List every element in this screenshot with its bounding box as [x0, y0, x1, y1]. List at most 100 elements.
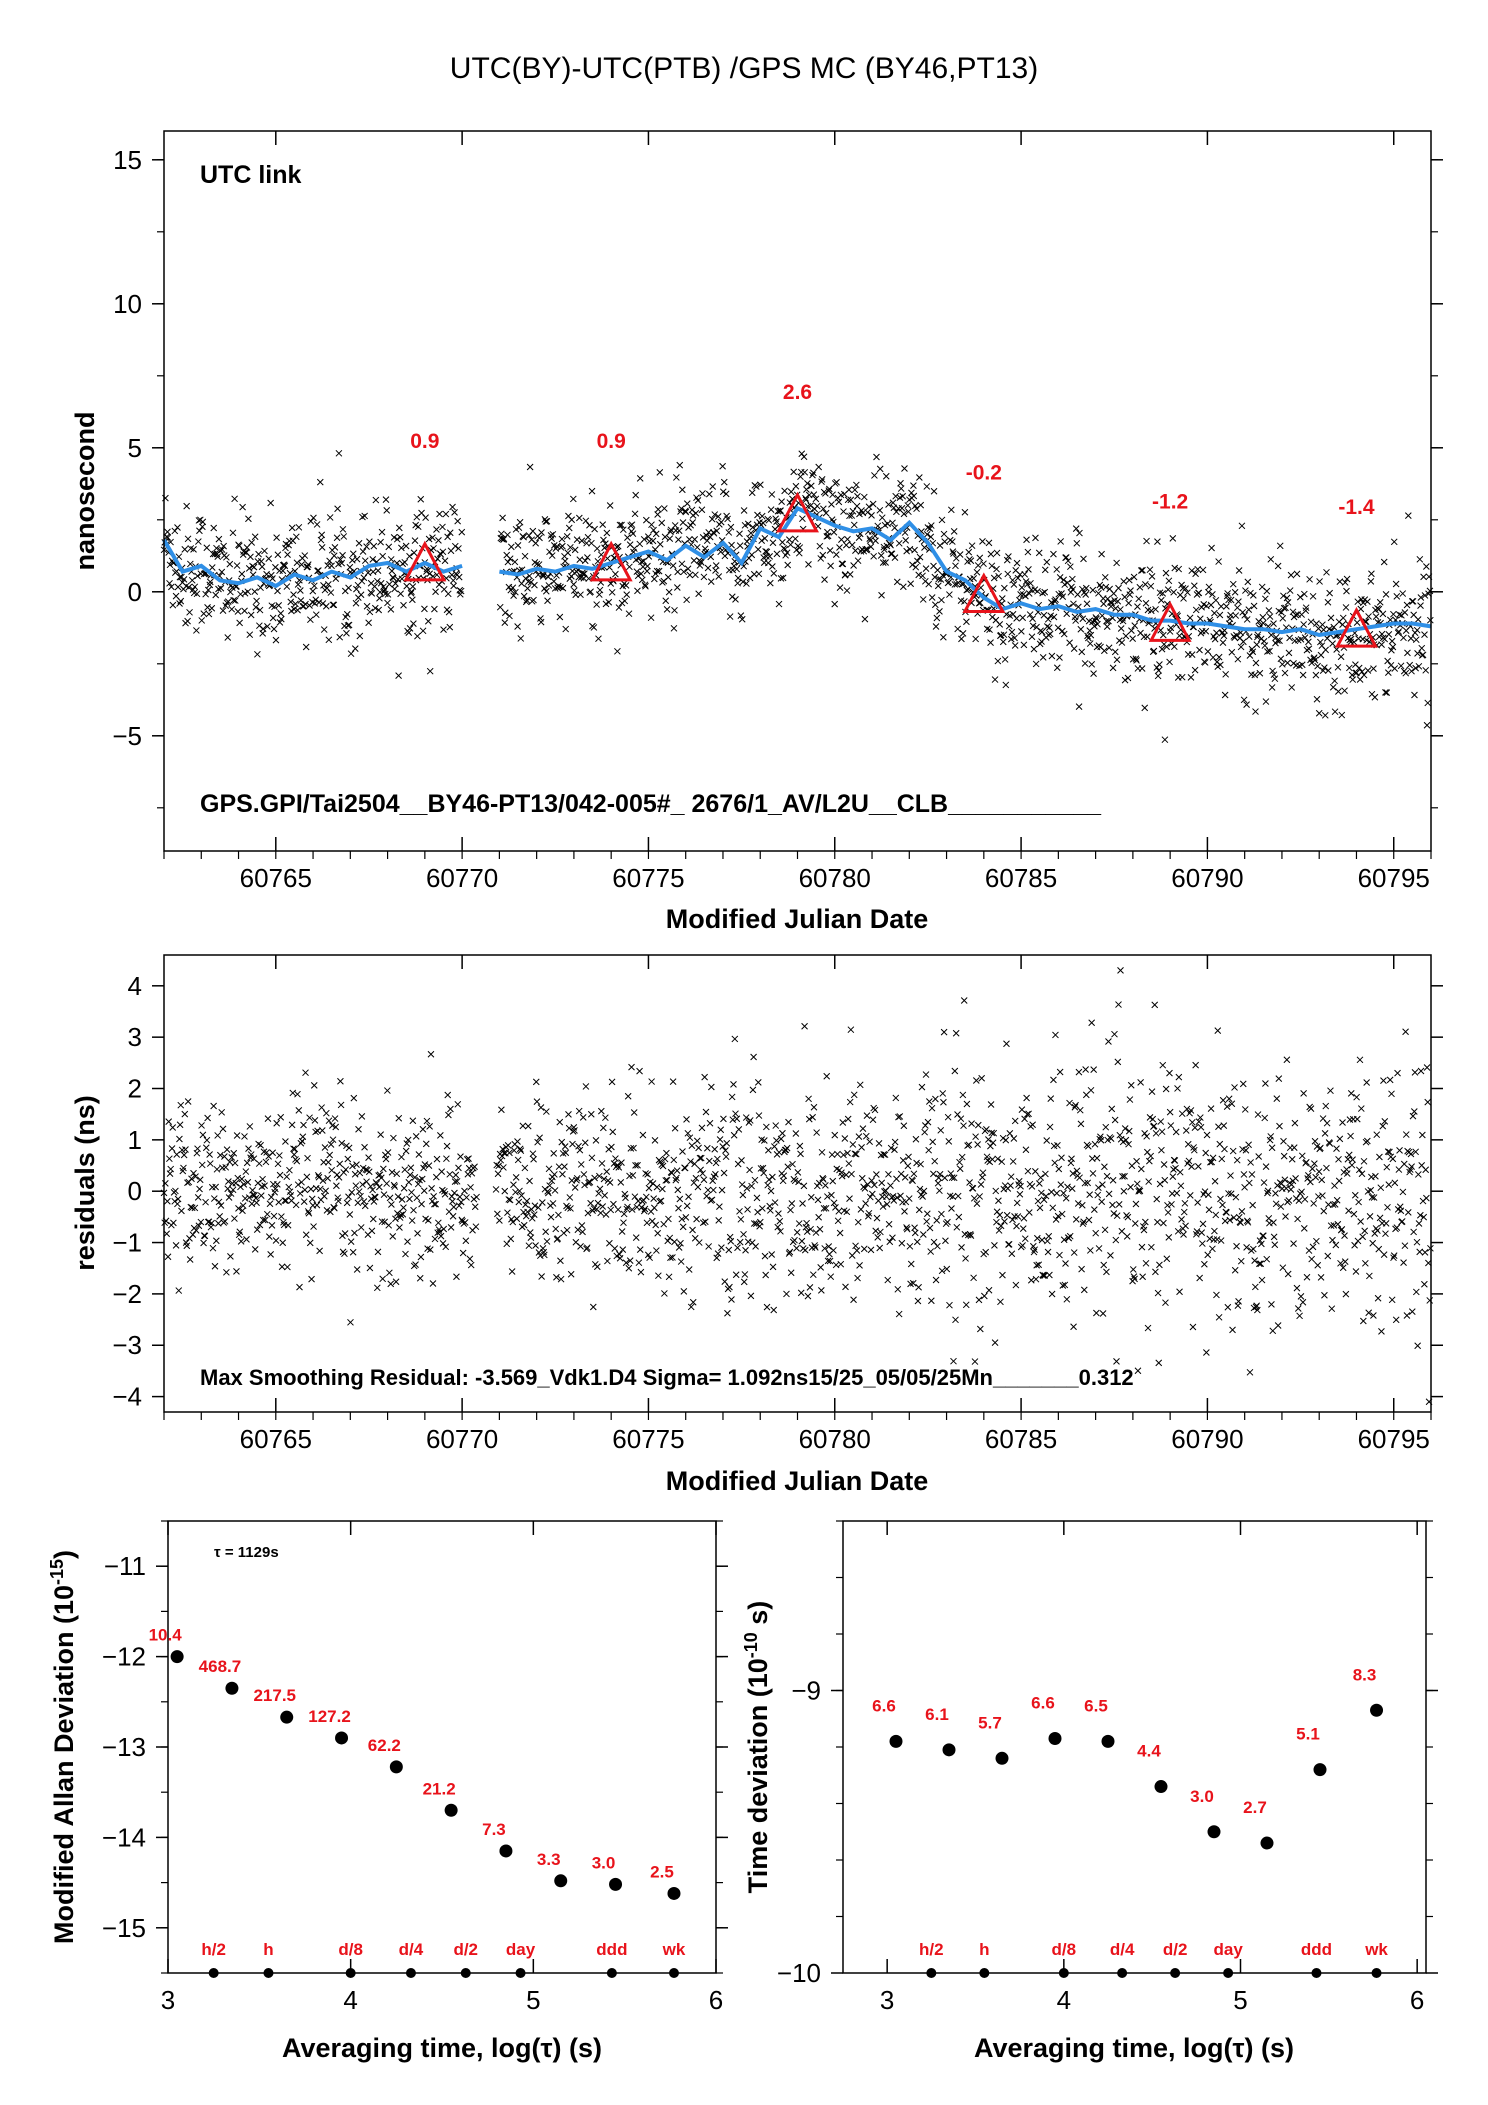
data-point — [1219, 639, 1227, 646]
data-point — [793, 546, 800, 554]
residuals-scatter-points — [160, 967, 1434, 1406]
data-point — [530, 596, 537, 604]
data-point — [941, 1174, 949, 1182]
deviation-point — [1048, 1732, 1062, 1746]
bottom-mark-dot — [263, 1968, 274, 1978]
data-point — [308, 1195, 316, 1203]
data-point — [707, 578, 715, 585]
data-point — [1174, 1227, 1182, 1235]
data-point — [228, 1154, 236, 1161]
data-point — [1384, 1148, 1392, 1155]
data-point — [499, 514, 506, 522]
data-point — [401, 1166, 409, 1174]
data-point — [196, 1176, 204, 1184]
data-point — [280, 1218, 287, 1226]
data-point — [194, 1194, 202, 1201]
bottom-mark-label: h — [979, 1940, 989, 1959]
data-point — [692, 1174, 700, 1182]
data-point — [709, 1177, 717, 1185]
data-point — [787, 541, 794, 549]
data-point — [985, 1286, 993, 1294]
data-point — [1195, 1118, 1203, 1125]
data-point — [1389, 643, 1397, 651]
data-point — [1044, 1237, 1051, 1245]
data-point — [544, 573, 552, 581]
data-point — [1072, 1216, 1080, 1223]
data-point — [1154, 672, 1162, 680]
data-point — [1253, 641, 1261, 648]
data-point — [884, 1276, 892, 1284]
data-point — [1017, 628, 1025, 635]
data-point — [588, 1154, 596, 1162]
data-point — [557, 1257, 564, 1265]
data-point — [322, 1109, 330, 1117]
data-point — [459, 1249, 467, 1257]
data-point — [529, 1150, 537, 1158]
data-point — [1086, 640, 1094, 647]
data-point — [659, 1185, 666, 1193]
data-point — [804, 480, 811, 487]
data-point — [736, 542, 744, 549]
data-point — [1011, 642, 1019, 649]
data-point — [754, 546, 762, 553]
data-point — [522, 1212, 530, 1220]
data-point — [206, 578, 214, 586]
data-point — [1308, 1255, 1316, 1263]
data-point — [532, 1078, 540, 1086]
data-point — [357, 1224, 365, 1231]
data-point — [1062, 1260, 1069, 1267]
data-point — [1367, 577, 1375, 585]
data-point — [928, 594, 936, 601]
data-point — [496, 603, 504, 611]
data-point — [534, 1138, 541, 1146]
data-point — [1221, 1145, 1228, 1153]
data-point — [1321, 1291, 1328, 1299]
data-point — [815, 1213, 823, 1221]
data-point — [342, 1166, 350, 1173]
data-point — [673, 584, 681, 591]
mdev-bottom-marks: h/2 h d/8 d/4 d/2 day ddd wk — [201, 1940, 686, 1978]
data-point — [368, 590, 376, 597]
data-point — [814, 1196, 822, 1204]
data-point — [666, 1234, 674, 1242]
data-point — [714, 1250, 722, 1257]
data-point — [1244, 578, 1252, 586]
data-point — [463, 1194, 470, 1201]
data-point — [749, 1086, 757, 1094]
data-point — [1146, 566, 1154, 574]
data-point — [210, 1102, 217, 1110]
data-point — [1007, 1173, 1015, 1181]
data-point — [615, 604, 623, 611]
data-point — [695, 1239, 703, 1246]
data-point — [1066, 639, 1073, 647]
data-point — [1264, 1187, 1272, 1195]
data-point — [372, 496, 380, 504]
data-point — [885, 501, 892, 508]
data-point — [1078, 648, 1086, 656]
data-point — [265, 1233, 273, 1240]
data-point — [923, 483, 931, 490]
data-point — [368, 1227, 376, 1235]
data-point — [856, 1081, 864, 1089]
data-point — [1238, 522, 1246, 530]
data-point — [943, 1265, 951, 1273]
data-point — [766, 553, 774, 560]
data-point — [1197, 1123, 1205, 1131]
data-point — [675, 1204, 682, 1212]
data-point — [217, 547, 224, 554]
data-point — [619, 1246, 627, 1253]
data-point — [1107, 1252, 1114, 1259]
deviation-value-label: 6.6 — [872, 1696, 896, 1715]
data-point — [727, 1237, 735, 1245]
data-point — [561, 1143, 569, 1150]
data-point — [329, 1136, 337, 1144]
data-point — [524, 585, 531, 592]
data-point — [439, 1240, 447, 1247]
data-point — [1226, 1216, 1234, 1224]
data-point — [1019, 1242, 1026, 1249]
data-point — [836, 544, 843, 551]
data-point — [570, 580, 578, 588]
data-point — [1385, 1181, 1393, 1188]
data-point — [626, 563, 633, 571]
data-point — [662, 1177, 670, 1184]
